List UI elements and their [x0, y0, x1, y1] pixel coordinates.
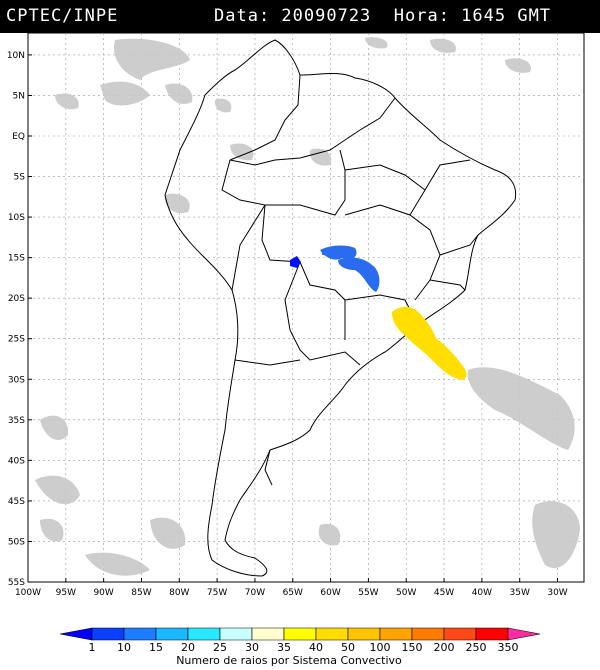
lat-label: 5N	[13, 91, 25, 101]
lon-label: 50W	[396, 588, 416, 598]
lon-label: 30W	[547, 588, 567, 598]
colorbar-segment	[315, 627, 349, 641]
colorbar-tick-label: 35	[277, 641, 291, 654]
graticule	[28, 33, 584, 582]
colorbar-tick-label: 40	[309, 641, 323, 654]
lon-label: 40W	[472, 588, 492, 598]
lon-label: 85W	[131, 588, 151, 598]
lat-label: 25S	[8, 335, 25, 345]
coastlines-and-borders	[164, 39, 517, 577]
convective-systems	[290, 245, 467, 380]
colorbar-segment	[219, 627, 253, 641]
colorbar-tick-label: 10	[117, 641, 131, 654]
colorbar-tick-label: 1	[89, 641, 96, 654]
map-frame	[27, 32, 585, 583]
colorbar-segment	[411, 627, 445, 641]
lon-label: 90W	[93, 588, 113, 598]
colorbar-tick-label: 100	[370, 641, 391, 654]
lon-label: 75W	[207, 588, 227, 598]
colorbar-segment	[91, 627, 125, 641]
longitude-labels: 100W 95W 90W 85W 80W 75W 70W 65W 60W 55W 50W 45W 40W…	[15, 578, 568, 598]
colorbar-segment	[155, 627, 189, 641]
lat-label: 55S	[8, 578, 25, 588]
colorbar-segment	[443, 627, 477, 641]
lat-label: 10S	[8, 213, 25, 223]
colorbar-segment	[283, 627, 317, 641]
colorbar-ticks: 1 10 15 20 25 30 35 40 50 100 150 200 250 350	[89, 641, 519, 654]
lat-label: 50S	[8, 537, 25, 547]
colorbar-tick-label: 250	[466, 641, 487, 654]
latitude-labels: 10N 5N EQ 5S 10S 15S 20S 25S 30S 35S 40S 45S 50S 55S	[7, 51, 32, 588]
colorbar-tick-label: 15	[149, 641, 163, 654]
lon-label: 60W	[320, 588, 340, 598]
colorbar-segment	[507, 627, 541, 641]
colorbar-segment	[347, 627, 381, 641]
system-sao-paulo	[392, 306, 467, 380]
lat-label: 40S	[8, 456, 25, 466]
lat-label: 35S	[8, 416, 25, 426]
colorbar-tick-label: 200	[434, 641, 455, 654]
colorbar-segment	[59, 627, 93, 641]
lon-label: 35W	[510, 588, 530, 598]
organization-label: CPTEC/INPE	[6, 6, 119, 26]
system-mato-grosso	[320, 245, 357, 260]
colorbar-segment	[379, 627, 413, 641]
colorbar-segment	[187, 627, 221, 641]
colorbar-title: Numero de raios por Sistema Convectivo	[176, 654, 402, 667]
lon-label: 65W	[283, 588, 303, 598]
lat-label: EQ	[12, 132, 25, 142]
colorbar-tick-label: 20	[181, 641, 195, 654]
lon-label: 45W	[434, 588, 454, 598]
colorbar-segment	[475, 627, 509, 641]
lon-label: 100W	[15, 588, 41, 598]
colorbar-tick-label: 150	[402, 641, 423, 654]
lon-label: 95W	[56, 588, 76, 598]
lat-label: 20S	[8, 294, 25, 304]
system-bolivia	[290, 256, 301, 268]
lon-label: 80W	[169, 588, 189, 598]
system-mato-grosso-sul	[338, 257, 380, 292]
cloud-cover	[35, 37, 580, 576]
lat-label: 30S	[8, 375, 25, 385]
colorbar-tick-label: 30	[245, 641, 259, 654]
lat-label: 45S	[8, 497, 25, 507]
south-america-coastline	[164, 39, 517, 577]
lat-label: 15S	[8, 254, 25, 264]
colorbar-segment	[251, 627, 285, 641]
colorbar-segment	[123, 627, 157, 641]
map-header: CPTEC/INPE Data: 20090723 Hora: 1645 GMT	[0, 0, 600, 33]
lat-label: 5S	[14, 173, 26, 183]
colorbar-tick-label: 50	[341, 641, 355, 654]
lon-label: 70W	[245, 588, 265, 598]
colorbar	[59, 627, 541, 641]
lon-label: 55W	[358, 588, 378, 598]
colorbar-tick-label: 350	[498, 641, 519, 654]
colorbar-tick-label: 25	[213, 641, 227, 654]
datetime-label: Data: 20090723 Hora: 1645 GMT	[214, 6, 552, 26]
lat-label: 10N	[7, 51, 25, 61]
